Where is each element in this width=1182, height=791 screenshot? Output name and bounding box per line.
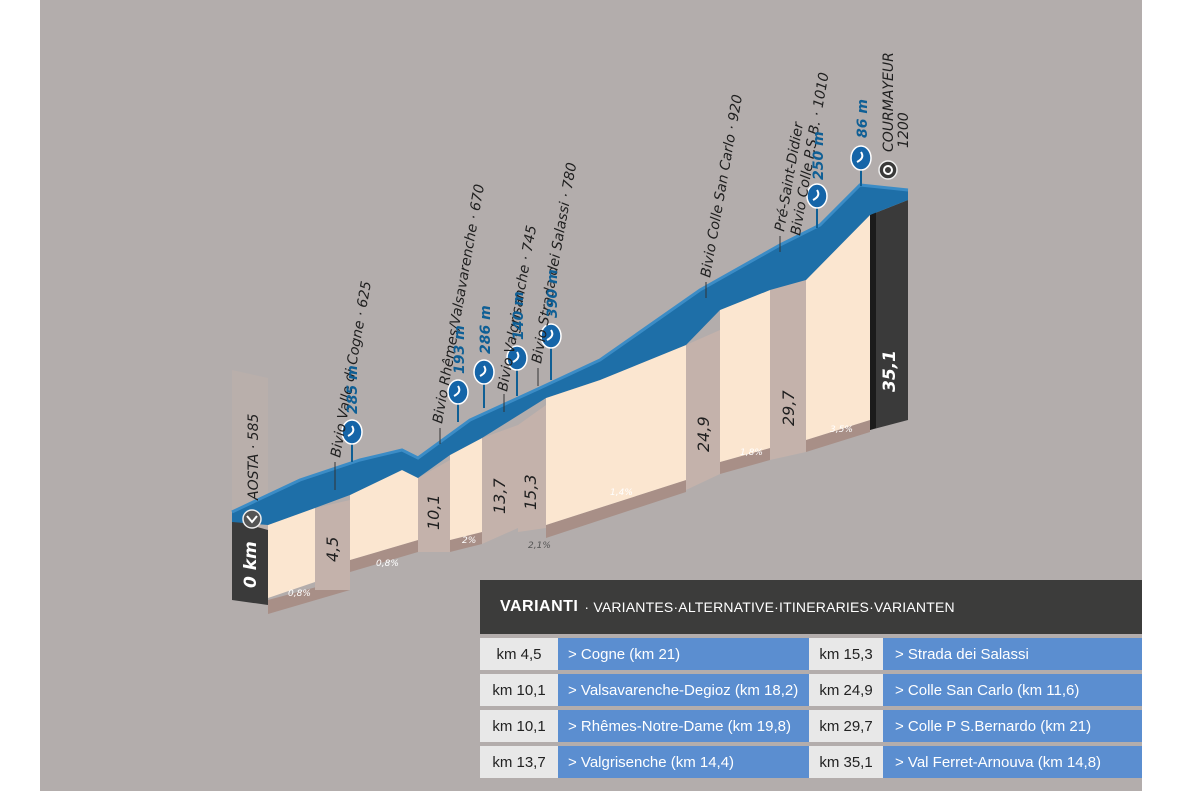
variant-arrow-icon (812, 189, 820, 201)
ribbon-edge (231, 183, 909, 514)
face-3 (450, 438, 482, 540)
variant-km: km 10,1 (480, 674, 558, 706)
waypoint-gain: 285 m (345, 365, 361, 414)
finish-ring-icon (883, 165, 893, 175)
variant-route: > Rhêmes-Notre-Dame (km 19,8) (558, 710, 809, 742)
end-alt: 1200 (896, 112, 912, 148)
waypoint-gain: 250 m (811, 131, 827, 180)
variant-km: km 10,1 (480, 710, 558, 742)
waypoint-gain: 140 m (511, 291, 527, 340)
grade-label: 0,8% (288, 589, 311, 599)
chevron-down-icon (246, 515, 258, 524)
variant-arrow-icon (512, 351, 520, 363)
variant-route: > Valsavarenche-Degioz (km 18,2) (558, 674, 809, 706)
variants-table: VARIANTI · VARIANTES·ALTERNATIVE·ITINERA… (480, 580, 1142, 791)
waypoint-gain: 390 m (545, 269, 561, 318)
turnoff-marker (473, 359, 495, 408)
floor-seg-4 (546, 480, 686, 538)
km-marker: 29,7 (779, 390, 798, 426)
waypoint-label: Bivio Colle San Carlo · 920 (698, 93, 746, 278)
pillar-24-9 (686, 330, 720, 490)
grade-label: 1,8% (740, 448, 763, 458)
waypoint-gain: 286 m (478, 305, 494, 354)
variants-subtitle: · VARIANTES·ALTERNATIVE·ITINERARIES·VARI… (584, 599, 955, 615)
pillar-13-7 (482, 425, 518, 544)
pillar-15-3 (518, 405, 546, 532)
km-marker: 15,3 (521, 474, 540, 510)
turnoff-marker (540, 323, 562, 380)
variant-km: km 15,3 (809, 638, 883, 670)
start-km: 0 km (241, 541, 261, 588)
variant-route: > Colle P S.Bernardo (km 21) (883, 710, 1142, 742)
floor-seg-2 (350, 540, 418, 572)
variant-km: km 35,1 (809, 746, 883, 778)
km-marker: 4,5 (323, 537, 342, 562)
start-column (232, 520, 268, 605)
pillar-4-5 (315, 500, 350, 590)
variant-arrow-icon (856, 151, 864, 163)
variant-route: > Cogne (km 21) (558, 638, 809, 670)
km-marker: 24,9 (694, 416, 713, 452)
end-name: COURMAYEUR (881, 52, 897, 152)
floor-seg-3 (450, 532, 482, 552)
end-km: 35,1 (880, 350, 900, 392)
variant-km: km 24,9 (809, 674, 883, 706)
variant-arrow-icon (347, 425, 355, 437)
variant-arrow-icon (479, 365, 487, 377)
floor-seg-6 (806, 420, 870, 452)
grade-label: 0,8% (376, 559, 399, 569)
variants-title: VARIANTI (500, 598, 579, 615)
start-name: AOSTA · 585 (246, 414, 262, 501)
variant-route: > Val Ferret-Arnouva (km 14,8) (883, 746, 1142, 778)
variant-arrow-icon (546, 329, 554, 341)
face-2 (350, 470, 418, 560)
grade-label: 3,5% (830, 425, 853, 435)
table-row: km 10,1 > Valsavarenche-Degioz (km 18,2)… (480, 674, 1142, 706)
floor-seg-5 (720, 448, 770, 474)
turnoff-marker (806, 183, 828, 228)
turnoff-marker (341, 419, 363, 462)
face-5 (720, 290, 770, 462)
turnoff-marker (447, 379, 469, 422)
table-row: km 4,5 > Cogne (km 21) km 15,3 > Strada … (480, 638, 1142, 670)
grade-label: 1,4% (610, 488, 633, 498)
variant-route: > Valgrisenche (km 14,4) (558, 746, 809, 778)
end-icon (878, 160, 898, 180)
table-row: km 13,7 > Valgrisenche (km 14,4) km 35,1… (480, 746, 1142, 778)
grade-label: 2% (462, 536, 476, 546)
start-icon (242, 509, 262, 529)
end-column-edge (870, 212, 876, 430)
table-row: km 10,1 > Rhêmes-Notre-Dame (km 19,8) km… (480, 710, 1142, 742)
grade-label: 2,1% (528, 541, 551, 551)
waypoint-gain: 86 m (855, 99, 871, 138)
variant-route: > Colle San Carlo (km 11,6) (883, 674, 1142, 706)
pillar-10-1 (418, 460, 450, 552)
variant-km: km 13,7 (480, 746, 558, 778)
ribbon (232, 185, 908, 525)
face-4 (546, 345, 686, 525)
face-1 (268, 508, 315, 598)
face-6 (806, 215, 870, 440)
variant-km: km 4,5 (480, 638, 558, 670)
variant-arrow-icon (453, 385, 461, 397)
waypoint-gain: 193 m (452, 325, 468, 374)
variant-route: > Strada dei Salassi (883, 638, 1142, 670)
end-column (870, 200, 908, 430)
pillar-29-7 (770, 278, 806, 460)
km-marker: 13,7 (490, 478, 509, 514)
km-marker: 10,1 (424, 494, 443, 530)
turnoff-marker (506, 345, 528, 396)
turnoff-marker (850, 145, 872, 186)
variants-header: VARIANTI · VARIANTES·ALTERNATIVE·ITINERA… (480, 580, 1142, 634)
variant-km: km 29,7 (809, 710, 883, 742)
